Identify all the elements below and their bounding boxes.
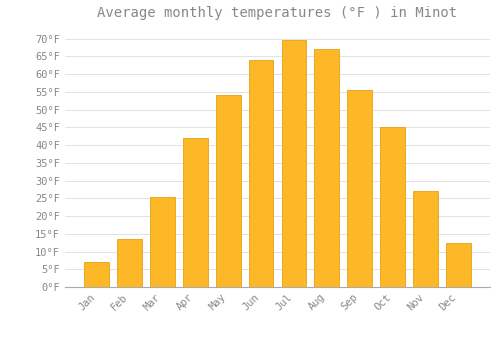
Bar <box>282 40 306 287</box>
Bar <box>248 60 274 287</box>
Bar <box>413 191 438 287</box>
Bar <box>117 239 142 287</box>
Bar <box>380 127 405 287</box>
Bar <box>84 262 109 287</box>
Title: Average monthly temperatures (°F ) in Minot: Average monthly temperatures (°F ) in Mi… <box>98 6 458 20</box>
Bar <box>150 197 174 287</box>
Bar <box>216 96 240 287</box>
Bar <box>446 243 470 287</box>
Bar <box>348 90 372 287</box>
Bar <box>314 49 339 287</box>
Bar <box>183 138 208 287</box>
